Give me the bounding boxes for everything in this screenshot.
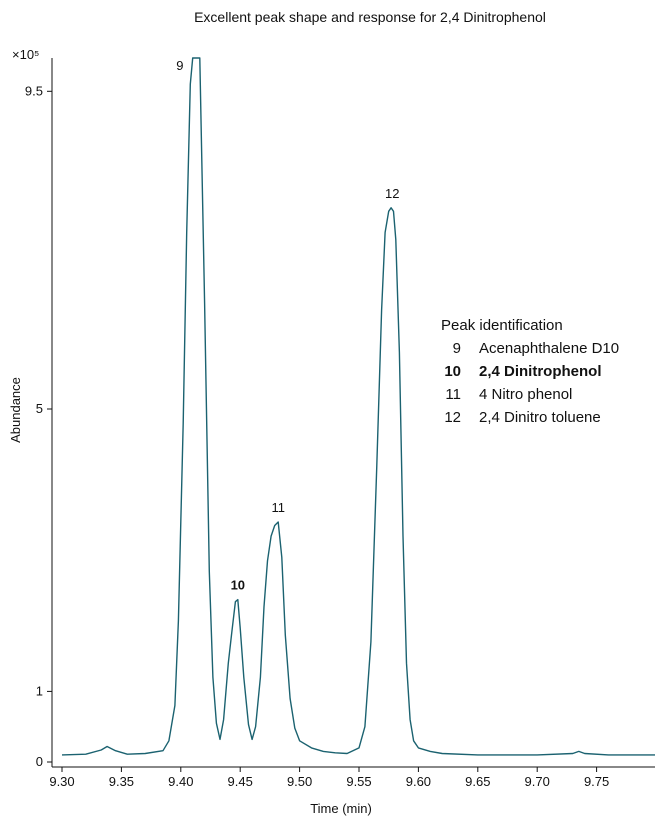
x-tick-label: 9.50	[287, 774, 312, 789]
y-axis-label: Abundance	[8, 377, 23, 443]
legend-entry-number: 10	[444, 363, 461, 380]
peak-label: 11	[271, 500, 285, 515]
x-tick-label: 9.45	[228, 774, 253, 789]
x-tick-label: 9.70	[525, 774, 550, 789]
legend-entry-name: Acenaphthalene D10	[479, 340, 619, 357]
y-axis-ticks: 0 1 5 9.5	[25, 83, 52, 769]
legend-entry-number: 12	[444, 409, 461, 426]
legend-entry-number: 11	[445, 386, 461, 403]
x-axis-label: Time (min)	[310, 801, 372, 816]
x-tick-label: 9.40	[168, 774, 193, 789]
legend-entry-name: 2,4 Dinitrophenol	[479, 363, 602, 380]
legend: Peak identification 9 Acenaphthalene D10 10…	[441, 317, 619, 426]
chart-title: Excellent peak shape and response for 2,…	[194, 9, 546, 25]
y-tick-label: 9.5	[25, 83, 43, 98]
x-tick-label: 9.75	[584, 774, 609, 789]
series-line	[61, 57, 655, 756]
y-tick-label: 0	[36, 754, 43, 769]
y-tick-label: 5	[36, 401, 43, 416]
x-tick-label: 9.30	[49, 774, 74, 789]
legend-entry-number: 9	[453, 340, 461, 357]
peak-label: 12	[385, 186, 399, 201]
x-axis-ticks: 9.30 9.35 9.40 9.45 9.50 9.55 9.60 9.65 9.70 9.75	[49, 767, 609, 789]
legend-title: Peak identification	[441, 317, 563, 334]
peak-label: 9	[176, 58, 183, 73]
y-tick-label: 1	[36, 683, 43, 698]
legend-entry-name: 4 Nitro phenol	[479, 386, 572, 403]
x-tick-label: 9.35	[109, 774, 134, 789]
legend-entry-name: 2,4 Dinitro toluene	[479, 409, 601, 426]
peak-labels: 9 10 11 12	[176, 58, 399, 593]
x-tick-label: 9.65	[465, 774, 490, 789]
y-axis-multiplier: ×10⁵	[12, 47, 39, 62]
peak-label: 10	[231, 578, 245, 593]
x-tick-label: 9.60	[406, 774, 431, 789]
x-tick-label: 9.55	[346, 774, 371, 789]
series-layer	[61, 57, 655, 756]
